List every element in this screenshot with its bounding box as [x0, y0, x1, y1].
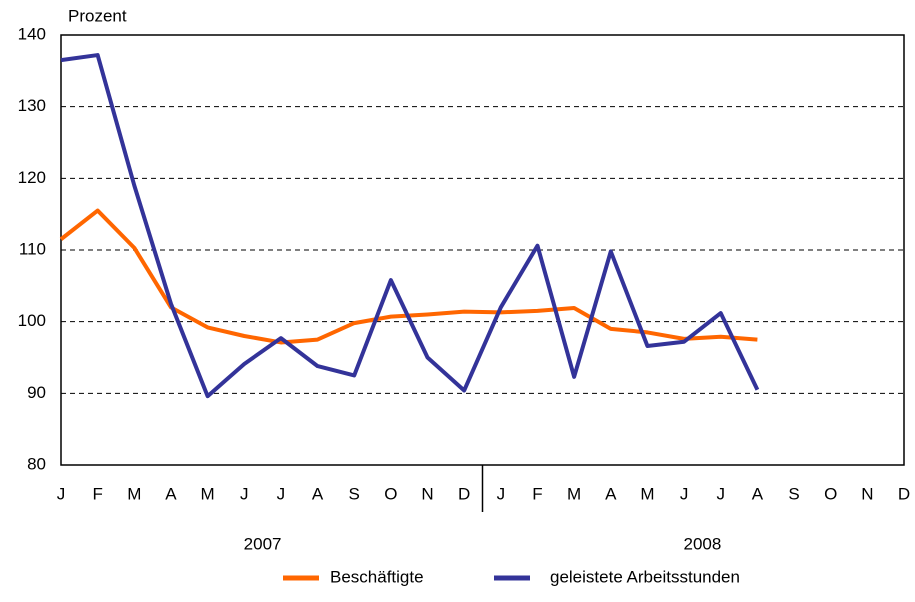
y-tick-label: 90 — [27, 383, 46, 402]
x-tick-label: J — [240, 484, 249, 503]
x-tick-label: J — [497, 484, 506, 503]
x-tick-label: O — [824, 484, 837, 503]
group-label: 2007 — [244, 534, 282, 553]
group-label: 2008 — [683, 534, 721, 553]
x-tick-label: S — [349, 484, 360, 503]
x-tick-label: A — [752, 484, 764, 503]
x-tick-label: O — [384, 484, 397, 503]
x-tick-label: M — [640, 484, 654, 503]
y-tick-label: 100 — [18, 311, 46, 330]
x-tick-label: J — [57, 484, 66, 503]
y-tick-label: 120 — [18, 168, 46, 187]
legend-label: Beschäftigte — [330, 567, 424, 586]
y-tick-label: 80 — [27, 454, 46, 473]
y-axis-label: Prozent — [68, 6, 127, 25]
x-tick-label: S — [788, 484, 799, 503]
x-tick-label: M — [201, 484, 215, 503]
legend-label: geleistete Arbeitsstunden — [550, 567, 740, 586]
x-tick-label: F — [532, 484, 542, 503]
x-tick-label: N — [861, 484, 873, 503]
x-tick-label: J — [716, 484, 725, 503]
x-tick-label: D — [898, 484, 910, 503]
x-tick-label: D — [458, 484, 470, 503]
y-tick-label: 110 — [19, 239, 46, 258]
x-tick-label: N — [421, 484, 433, 503]
x-tick-label: F — [92, 484, 102, 503]
x-tick-label: J — [680, 484, 689, 503]
y-tick-label: 130 — [18, 96, 46, 115]
x-tick-label: A — [312, 484, 324, 503]
x-tick-label: J — [277, 484, 286, 503]
x-tick-label: M — [127, 484, 141, 503]
series-line — [60, 53, 760, 399]
x-tick-label: M — [567, 484, 581, 503]
x-tick-label: A — [605, 484, 617, 503]
y-tick-label: 140 — [18, 24, 46, 43]
x-tick-label: A — [165, 484, 177, 503]
